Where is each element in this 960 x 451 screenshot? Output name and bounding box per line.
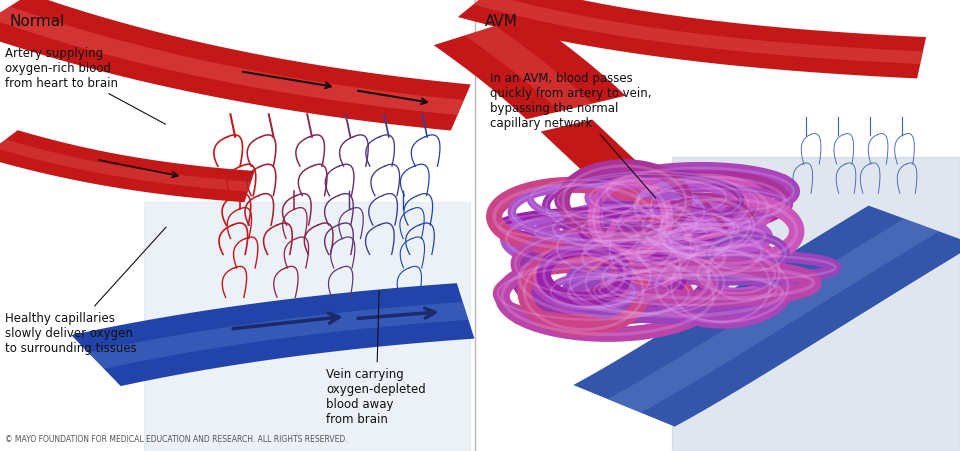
Polygon shape xyxy=(458,0,926,79)
Text: © MAYO FOUNDATION FOR MEDICAL EDUCATION AND RESEARCH. ALL RIGHTS RESERVED.: © MAYO FOUNDATION FOR MEDICAL EDUCATION … xyxy=(5,434,348,443)
Text: In an AVM, blood passes
quickly from artery to vein,
bypassing the normal
capill: In an AVM, blood passes quickly from art… xyxy=(490,72,656,198)
Polygon shape xyxy=(672,158,960,451)
Polygon shape xyxy=(0,140,252,192)
Text: Normal: Normal xyxy=(10,14,65,28)
Text: Healthy capillaries
slowly deliver oxygen
to surrounding tissues: Healthy capillaries slowly deliver oxyge… xyxy=(5,228,166,354)
Polygon shape xyxy=(434,17,626,120)
Text: AVM: AVM xyxy=(485,14,517,28)
Polygon shape xyxy=(573,206,960,427)
Polygon shape xyxy=(465,27,592,112)
Polygon shape xyxy=(71,284,474,386)
Polygon shape xyxy=(0,0,470,131)
Text: Artery supplying
oxygen-rich blood
from heart to brain: Artery supplying oxygen-rich blood from … xyxy=(5,47,165,125)
Polygon shape xyxy=(144,203,470,451)
Polygon shape xyxy=(0,131,254,203)
Polygon shape xyxy=(88,302,468,369)
Text: Vein carrying
oxygen-depleted
blood away
from brain: Vein carrying oxygen-depleted blood away… xyxy=(326,291,426,425)
Polygon shape xyxy=(473,0,923,65)
Polygon shape xyxy=(0,7,464,116)
Polygon shape xyxy=(540,120,650,186)
Polygon shape xyxy=(608,219,939,413)
